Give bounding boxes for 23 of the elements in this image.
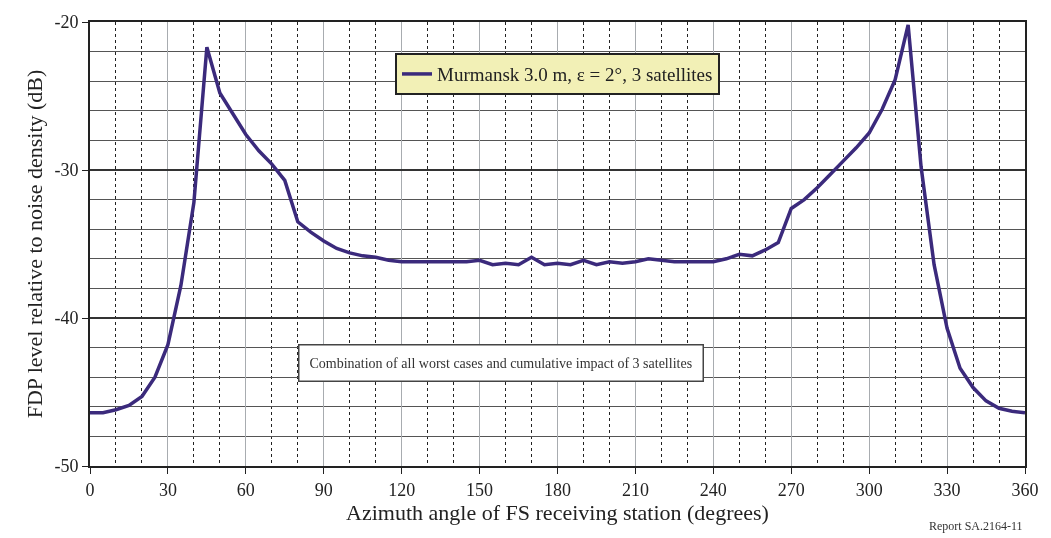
x-tick-label: 240 (699, 479, 727, 500)
x-tick-label: 60 (236, 479, 255, 500)
x-tick-label: 150 (466, 479, 494, 500)
x-tick-label: 210 (621, 479, 649, 500)
x-tick-label: 330 (933, 479, 961, 500)
y-tick-label: -50 (54, 456, 79, 477)
y-axis-title: FDP level relative to noise density (dB) (21, 69, 47, 419)
legend-label: Murmansk 3.0 m, ε = 2°, 3 satellites (437, 64, 713, 86)
x-axis-title: Azimuth angle of FS receiving station (degrees) (346, 499, 769, 525)
annotation: Combination of all worst cases and cumulative impact of 3 satellites (309, 355, 693, 371)
x-tick-label: 300 (855, 479, 883, 500)
x-tick-label: 90 (314, 479, 333, 500)
line-series (90, 23, 1025, 415)
y-tick-label: -30 (54, 160, 79, 181)
x-tick-label: 180 (544, 479, 571, 500)
x-tick-label: 120 (388, 479, 416, 500)
y-tick-label: -20 (54, 12, 79, 33)
x-tick-label: 360 (1011, 479, 1039, 500)
x-tick-label: 0 (85, 479, 95, 500)
x-tick-label: 270 (777, 479, 805, 500)
y-tick-label: -40 (54, 308, 79, 329)
x-tick-label: 30 (158, 479, 177, 500)
text: Report SA.2164-11 (929, 519, 1023, 533)
